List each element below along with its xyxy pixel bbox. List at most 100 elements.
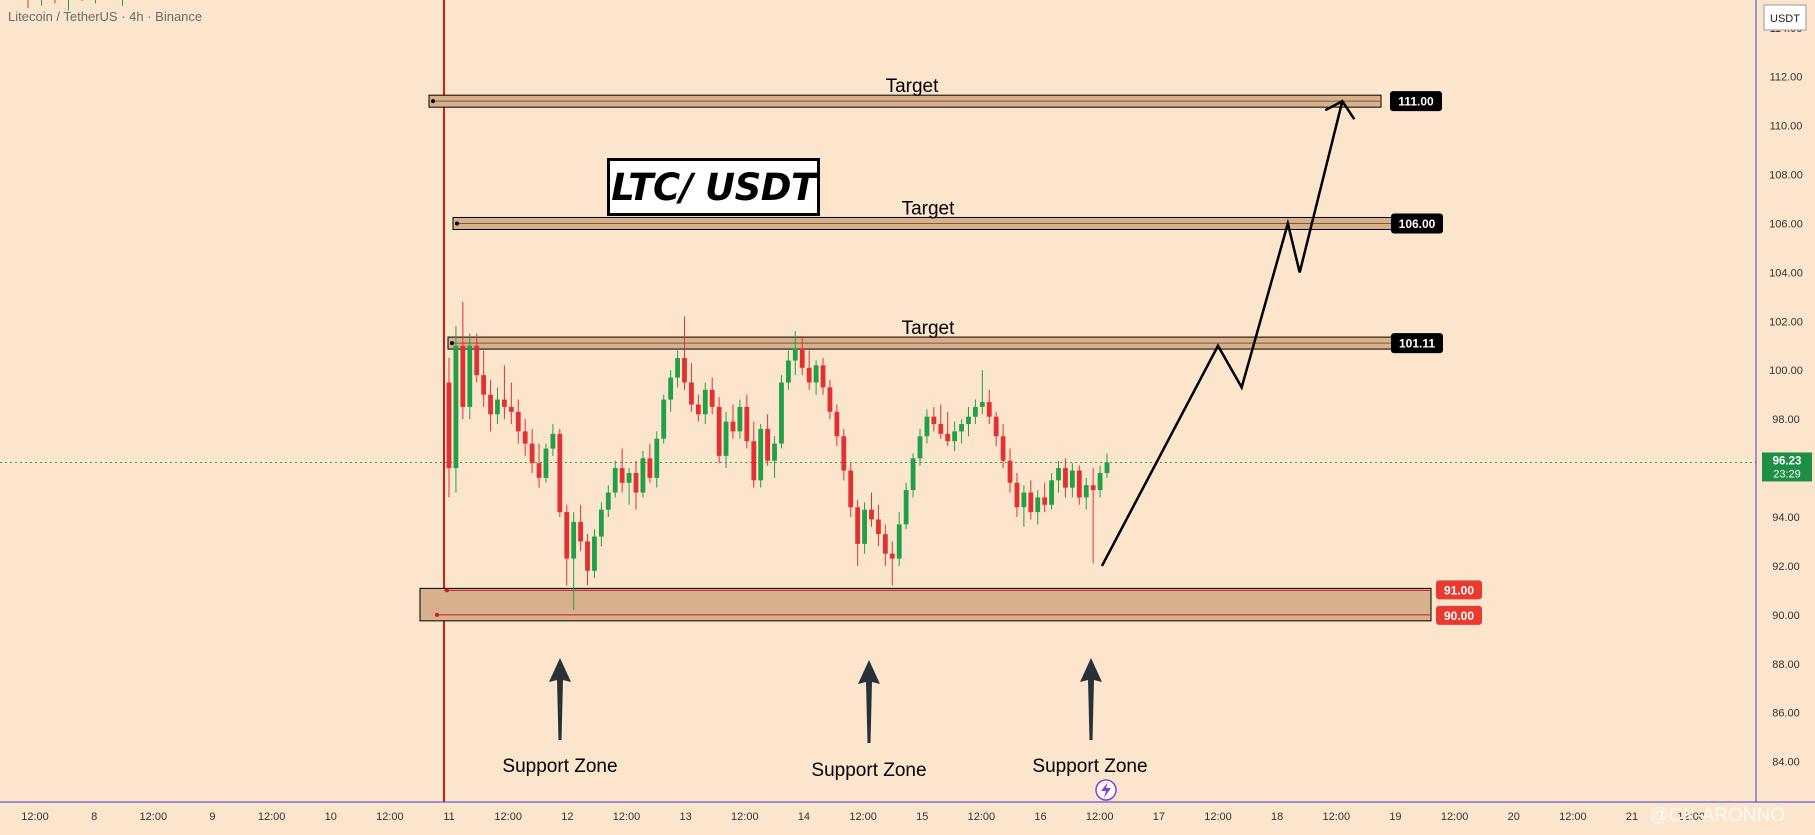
support-zone[interactable]: 91.00 90.00: [419, 580, 1482, 625]
candle-body: [453, 345, 459, 469]
candle: [979, 370, 985, 415]
candle-body: [474, 345, 480, 376]
candle: [799, 335, 805, 376]
price-axis-pane: [1757, 0, 1815, 802]
candle: [1097, 465, 1103, 498]
candle-body: [855, 507, 861, 544]
candle: [675, 350, 680, 388]
target-zone[interactable]: Target 106.00: [452, 198, 1443, 234]
candle: [896, 512, 902, 566]
target-zone[interactable]: Target 111.00: [428, 76, 1442, 112]
projection-path[interactable]: [1100, 100, 1344, 567]
candle: [529, 428, 535, 473]
candle-body: [765, 428, 771, 461]
time-tick-label: 10: [325, 811, 337, 823]
target-label: Target: [902, 318, 956, 339]
candle: [869, 492, 874, 527]
support-bottom-price-tag: [1436, 605, 1482, 625]
candle: [585, 534, 590, 586]
candle: [917, 428, 923, 466]
candle: [1104, 453, 1110, 478]
candle-body: [1069, 470, 1075, 488]
currency-box[interactable]: [1763, 4, 1807, 31]
time-tick-label: 9: [209, 811, 215, 823]
candle-body: [605, 492, 611, 510]
candle: [1007, 448, 1013, 493]
time-tick-label: 12:00: [1086, 811, 1114, 823]
candle: [973, 399, 978, 425]
historical-candle: [41, 0, 42, 6]
candle-body: [938, 424, 944, 434]
candle: [848, 463, 854, 517]
support-zone-handle[interactable]: [445, 588, 449, 593]
target-zone-handle[interactable]: [431, 99, 435, 104]
candle: [723, 411, 729, 469]
support-zone-label: Support Zone: [811, 760, 926, 781]
candle: [695, 394, 701, 422]
candle: [598, 502, 604, 547]
candle-body: [979, 402, 985, 407]
candle-body: [529, 443, 535, 464]
candle-body: [1104, 462, 1110, 473]
candle: [682, 316, 687, 390]
price-tick-label: 108.00: [1769, 170, 1803, 182]
candle-body: [910, 458, 916, 491]
support-zone-handle[interactable]: [435, 612, 439, 617]
candle: [772, 436, 777, 478]
time-tick-label: 20: [1508, 811, 1520, 823]
candle: [495, 387, 500, 425]
candle: [737, 399, 743, 439]
candle: [986, 389, 992, 425]
candle: [467, 333, 473, 420]
candle-body: [834, 411, 840, 437]
target-price-tag: [1390, 91, 1442, 112]
candle: [792, 331, 798, 376]
time-tick-label: 11: [443, 811, 454, 823]
candle-body: [1083, 485, 1089, 498]
author-watermark: @CK-ARONNO: [1649, 805, 1785, 826]
target-zone[interactable]: Target 101.11: [447, 318, 1443, 354]
candle: [1083, 477, 1089, 510]
up-arrow-icon: [858, 660, 880, 743]
candle: [758, 424, 764, 488]
target-zone-handle[interactable]: [455, 221, 459, 226]
candle-body: [585, 541, 590, 571]
candle: [488, 380, 493, 432]
price-tick-label: 86.00: [1772, 708, 1800, 720]
candle-body: [689, 382, 694, 405]
target-label: Target: [902, 198, 956, 219]
time-tick-label: 16: [1034, 811, 1046, 823]
candle: [765, 414, 771, 466]
target-price-tag: [1391, 213, 1443, 234]
candle-body: [709, 389, 715, 407]
candle-body: [598, 509, 604, 537]
candle: [820, 358, 826, 395]
candle-body: [626, 472, 632, 483]
candle-body: [578, 521, 583, 542]
candle: [550, 424, 556, 456]
candle: [744, 394, 750, 449]
time-tick-label: 12:00: [1677, 811, 1705, 823]
candle-body: [959, 424, 964, 432]
lightning-badge[interactable]: [1095, 779, 1117, 801]
candle: [751, 421, 757, 488]
symbol-label: Litecoin / TetherUS · 4h · Binance: [8, 9, 203, 24]
price-tick-label: 100.00: [1769, 365, 1803, 377]
candle: [564, 504, 570, 586]
candle: [945, 411, 951, 447]
support-zone-band[interactable]: [419, 587, 1432, 622]
time-tick-label: 17: [1153, 811, 1165, 823]
price-tick-label: 110.00: [1770, 121, 1803, 133]
price-tick-label: 112.00: [1770, 72, 1803, 84]
candle-body: [862, 509, 867, 544]
candle: [966, 406, 971, 437]
target-zone-handle[interactable]: [450, 341, 454, 346]
currency-label: USDT: [1770, 13, 1800, 25]
candle-body: [654, 438, 660, 478]
time-tick-label: 12:00: [376, 811, 404, 823]
price-tick-label: 90.00: [1772, 610, 1800, 622]
candle: [619, 448, 625, 493]
price-tick-label: 98.00: [1772, 414, 1800, 426]
